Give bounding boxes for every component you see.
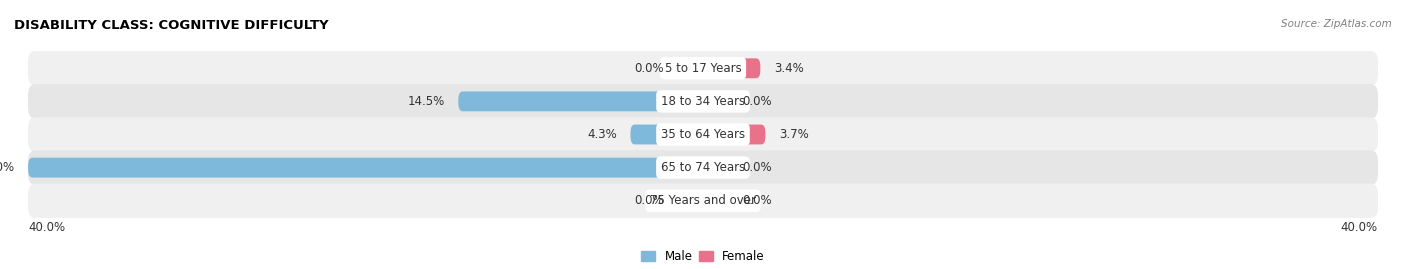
Text: 40.0%: 40.0% [1341, 221, 1378, 234]
Text: DISABILITY CLASS: COGNITIVE DIFFICULTY: DISABILITY CLASS: COGNITIVE DIFFICULTY [14, 19, 329, 32]
FancyBboxPatch shape [28, 84, 1378, 119]
FancyBboxPatch shape [703, 91, 728, 111]
Text: 18 to 34 Years: 18 to 34 Years [661, 95, 745, 108]
FancyBboxPatch shape [28, 117, 1378, 152]
Text: 0.0%: 0.0% [742, 161, 772, 174]
Text: 40.0%: 40.0% [28, 221, 65, 234]
Text: 4.3%: 4.3% [588, 128, 617, 141]
Text: 14.5%: 14.5% [408, 95, 444, 108]
FancyBboxPatch shape [678, 191, 703, 211]
FancyBboxPatch shape [703, 191, 728, 211]
FancyBboxPatch shape [28, 158, 703, 178]
Text: 3.7%: 3.7% [779, 128, 808, 141]
FancyBboxPatch shape [703, 158, 728, 178]
Text: 0.0%: 0.0% [634, 62, 664, 75]
Text: 0.0%: 0.0% [742, 95, 772, 108]
Legend: Male, Female: Male, Female [641, 250, 765, 263]
FancyBboxPatch shape [703, 58, 761, 78]
FancyBboxPatch shape [28, 183, 1378, 218]
FancyBboxPatch shape [458, 91, 703, 111]
Text: 65 to 74 Years: 65 to 74 Years [661, 161, 745, 174]
Text: 5 to 17 Years: 5 to 17 Years [665, 62, 741, 75]
Text: 75 Years and over: 75 Years and over [650, 194, 756, 207]
Text: Source: ZipAtlas.com: Source: ZipAtlas.com [1281, 19, 1392, 29]
Text: 3.4%: 3.4% [773, 62, 804, 75]
Text: 0.0%: 0.0% [742, 194, 772, 207]
FancyBboxPatch shape [703, 125, 765, 144]
FancyBboxPatch shape [630, 125, 703, 144]
Text: 40.0%: 40.0% [0, 161, 14, 174]
FancyBboxPatch shape [678, 58, 703, 78]
FancyBboxPatch shape [28, 150, 1378, 185]
FancyBboxPatch shape [28, 51, 1378, 86]
Text: 35 to 64 Years: 35 to 64 Years [661, 128, 745, 141]
Text: 0.0%: 0.0% [634, 194, 664, 207]
